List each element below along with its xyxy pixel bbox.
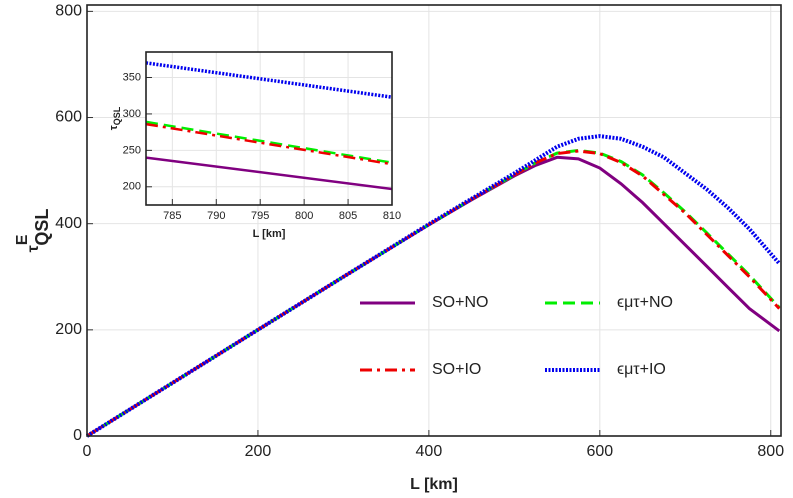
legend-label: ϵμτ+NO [617,294,673,311]
y-tick-label: 200 [123,181,141,193]
x-axis-label: L [km] [253,228,286,240]
series-line [145,61,393,99]
x-tick-label: 800 [757,443,784,460]
x-tick-label: 790 [207,210,225,222]
y-label-base: τ [108,125,120,130]
x-tick-label: 800 [295,210,313,222]
y-tick-label: 400 [55,215,82,232]
y-label-sup: E [14,234,31,245]
series-line [85,134,781,438]
y-tick-label: 0 [73,427,82,444]
y-axis-label: τQSL [108,106,122,130]
x-tick-label: 600 [586,443,613,460]
y-label-sub: QSL [32,209,52,246]
legend-label: ϵμτ+IO [617,361,666,378]
x-tick-label: 200 [245,443,272,460]
y-tick-label: 600 [55,109,82,126]
y-tick-label: 300 [123,108,141,120]
y-tick-label: 800 [55,3,82,20]
plot-frame [86,4,782,437]
x-tick-label: 795 [251,210,269,222]
x-tick-label: 810 [383,210,401,222]
x-tick-label: 785 [163,210,181,222]
series-line [145,156,393,191]
series-line [145,122,393,166]
y-axis-label: τEQSL [14,209,52,253]
y-tick-label: 350 [123,71,141,83]
series-line [145,120,393,164]
x-tick-label: 400 [416,443,443,460]
y-tick-label: 250 [123,144,141,156]
legend-label: SO+NO [432,294,488,311]
inset: 785 790 795 800 805 810 200 250 300 350 L [km] τQSL [108,51,401,240]
x-tick-label: 0 [83,443,92,460]
legend-label: SO+IO [432,361,481,378]
plot-frame [145,51,393,206]
y-tick-label: 200 [55,321,82,338]
x-axis-label: L [km] [410,476,458,493]
x-tick-label: 805 [339,210,357,222]
y-label-base: τ [25,245,42,252]
y-label-sub: QSL [112,106,122,125]
